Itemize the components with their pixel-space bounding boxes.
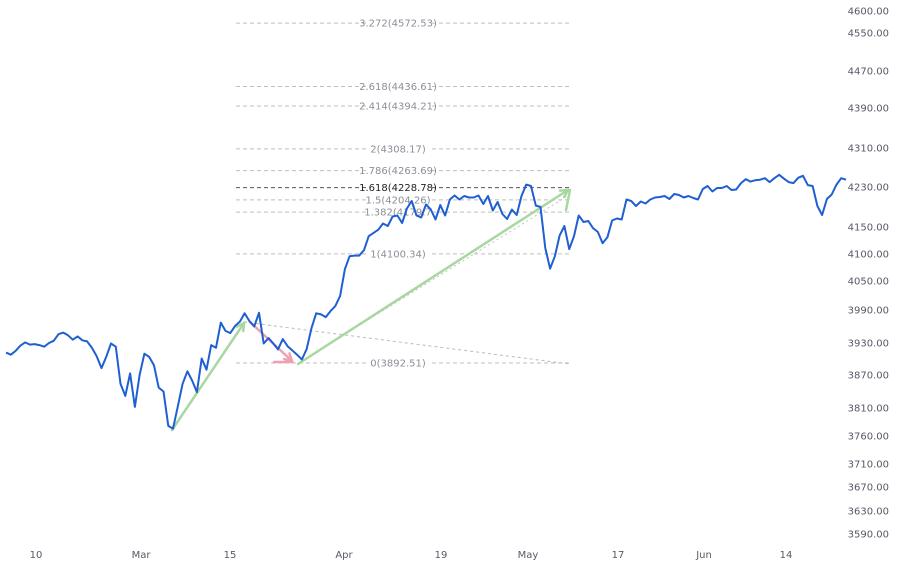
fib-label-bg: [366, 99, 430, 113]
fib-level-label: 2(4308.17): [370, 144, 426, 155]
y-tick-label: 3760.00: [848, 432, 889, 443]
y-tick-label: 4230.00: [848, 183, 889, 194]
y-tick-label: 3670.00: [848, 483, 889, 494]
fib-level-label: 1.5(4204.26): [365, 195, 430, 206]
trend-arrow-up[interactable]: [170, 321, 246, 432]
fib-label-bg: [366, 246, 430, 260]
y-tick-label: 3810.00: [848, 404, 889, 415]
connector-line: [296, 194, 570, 365]
y-tick-label: 4470.00: [848, 67, 889, 78]
trend-arrow-up[interactable]: [296, 188, 570, 366]
trend-arrow-up-head: [558, 188, 571, 199]
fib-label-bg: [366, 163, 430, 177]
x-tick-label: Apr: [335, 550, 353, 561]
x-tick-label: Mar: [132, 550, 152, 561]
price-series: [5, 173, 847, 430]
fib-level-label: 1.382(4179.7: [364, 208, 432, 219]
x-tick-label: 14: [780, 550, 793, 561]
trend-arrow-up-head: [235, 320, 246, 333]
x-axis: 10 Mar 15 Apr 19 May 17 Jun 14: [30, 550, 793, 561]
fib-level-label: 3.272(4572.53): [359, 19, 437, 30]
x-tick-label: Jun: [695, 550, 712, 561]
y-tick-label: 4150.00: [848, 223, 889, 234]
connector-line: [243, 321, 571, 365]
fib-label-bg: [366, 16, 430, 30]
fib-label-bg: [366, 180, 430, 194]
y-tick-label: 4550.00: [848, 29, 889, 40]
x-tick-label: 19: [435, 550, 448, 561]
y-tick-label: 3710.00: [848, 460, 889, 471]
y-tick-label: 3990.00: [848, 306, 889, 317]
x-tick-label: 10: [30, 550, 43, 561]
price-line: [5, 173, 847, 430]
y-axis: 4600.00 4550.00 4470.00 4390.00 4310.00 4230.…: [848, 7, 889, 541]
y-tick-label: 4310.00: [848, 144, 889, 155]
fib-level-label: 2.618(4436.61): [359, 82, 437, 93]
y-tick-label: 3930.00: [848, 339, 889, 350]
y-tick-label: 4050.00: [848, 277, 889, 288]
trend-drawings[interactable]: [170, 188, 572, 432]
fib-label-bg: [366, 192, 430, 206]
fib-level-label: 1.786(4263.69): [359, 166, 437, 177]
y-tick-label: 4390.00: [848, 104, 889, 115]
fib-level-label: 1(4100.34): [370, 249, 426, 260]
fibonacci-extension[interactable]: 3.272(4572.53) 2.618(4436.61) 2.414(4394.2…: [236, 16, 570, 369]
fib-level-label: 1.618(4228.78): [359, 183, 437, 194]
fib-level-label: 2.414(4394.21): [359, 102, 437, 113]
fib-label-bg: [366, 355, 430, 369]
y-tick-label: 3590.00: [848, 530, 889, 541]
y-tick-label: 3870.00: [848, 371, 889, 382]
x-tick-label: May: [518, 550, 539, 561]
x-tick-label: 17: [612, 550, 625, 561]
trend-tip-mark: [564, 188, 572, 212]
fib-label-bg: [366, 141, 430, 155]
fib-level-label: 0(3892.51): [370, 358, 426, 369]
y-tick-label: 3630.00: [848, 507, 889, 518]
y-tick-label: 4600.00: [848, 7, 889, 18]
y-tick-label: 4100.00: [848, 250, 889, 261]
fib-label-bg: [366, 79, 430, 93]
x-tick-label: 15: [224, 550, 237, 561]
